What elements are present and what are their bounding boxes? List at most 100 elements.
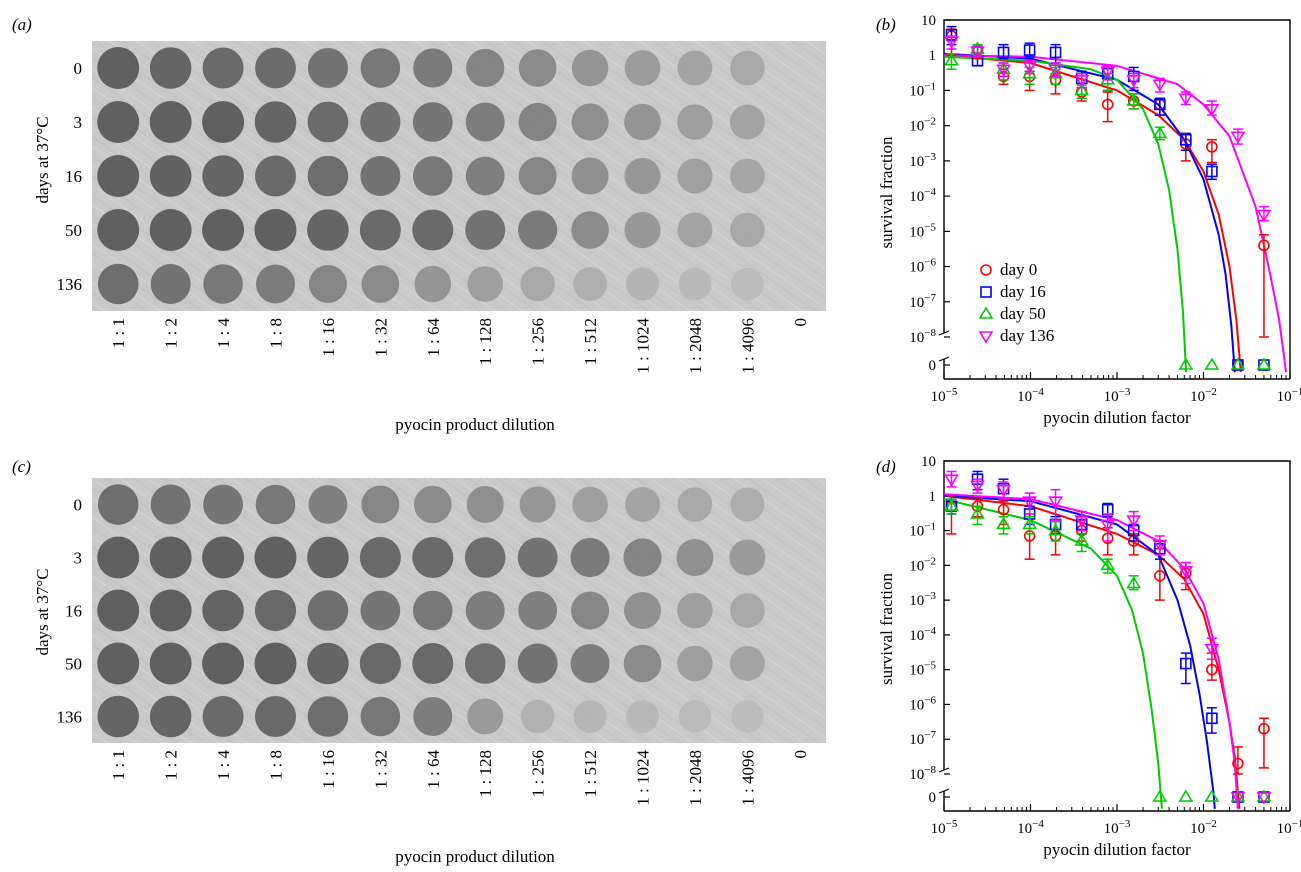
x-tick-label-exponent: −4	[1032, 386, 1044, 398]
inhibition-spot	[97, 155, 140, 197]
panel-a-spot-grid	[97, 47, 765, 305]
inhibition-spot	[307, 696, 349, 737]
y-tick-label-base: 10	[909, 524, 924, 540]
dilution-column-label: 1 : 4096	[738, 750, 757, 806]
data-point-triangle-down	[996, 484, 1011, 498]
inhibition-spot	[412, 590, 453, 631]
inhibition-spot	[149, 47, 192, 89]
inhibition-spot	[150, 264, 191, 304]
fit-curve-day-50	[943, 498, 1163, 809]
inhibition-spot	[97, 263, 139, 305]
inhibition-spot	[520, 699, 555, 734]
inhibition-spot	[573, 700, 607, 733]
inhibition-spot	[624, 592, 661, 629]
x-tick-label-base: 10	[1277, 389, 1292, 405]
inhibition-spot	[202, 536, 245, 579]
fit-curve-day-136	[943, 54, 1287, 373]
inhibition-spot	[97, 589, 140, 632]
inhibition-spot	[465, 102, 505, 142]
inhibition-spot	[412, 102, 453, 142]
legend-entry: day 136	[1000, 326, 1054, 345]
inhibition-spot	[518, 49, 557, 87]
y-axis-title: survival fraction	[877, 136, 896, 248]
dilution-column-label: 1 : 2048	[686, 318, 705, 374]
x-tick-label-base: 10	[1017, 389, 1032, 405]
inhibition-spot	[623, 644, 662, 683]
data-point-square	[1180, 657, 1192, 670]
y-tick-label: 10−4	[909, 625, 936, 644]
data-point-circle	[1206, 663, 1218, 676]
y-tick-label-exponent: −7	[924, 729, 936, 741]
inhibition-spot	[678, 267, 712, 301]
data-point-circle	[1206, 141, 1218, 153]
inhibition-spot	[202, 101, 245, 143]
inhibition-spot	[730, 593, 765, 628]
data-point-triangle-down	[1126, 515, 1142, 528]
data-point-triangle-up	[1204, 357, 1220, 370]
x-tick-label-exponent: −1	[1292, 818, 1301, 830]
inhibition-spot	[571, 103, 609, 141]
panel-d: (d) 10110−110−210−310−410−510−610−710−80…	[876, 454, 1301, 859]
data-point-triangle-up	[1126, 93, 1142, 106]
inhibition-spot	[413, 485, 452, 524]
inhibition-spot	[254, 589, 297, 632]
y-tick-label: 10−1	[909, 521, 936, 540]
data-point-triangle-down	[1230, 792, 1246, 805]
x-axis-title: pyocin dilution factor	[1043, 840, 1191, 859]
data-point-triangle-down	[1022, 61, 1038, 74]
inhibition-spot	[518, 210, 558, 250]
inhibition-spot	[413, 697, 453, 736]
inhibition-spot	[97, 47, 140, 89]
x-tick-label: 10−5	[931, 386, 958, 405]
y-tick-label-base: 10	[909, 558, 924, 574]
data-point-square	[1180, 133, 1192, 146]
data-point-circle	[1101, 98, 1114, 111]
y-tick-label-exponent: −7	[924, 292, 936, 304]
dilution-column-label: 1 : 1	[109, 750, 128, 780]
x-axis-title: pyocin dilution factor	[1043, 408, 1191, 427]
inhibition-spot	[729, 158, 765, 194]
y-tick-label-base: 10	[909, 593, 924, 609]
inhibition-spot	[571, 49, 609, 87]
inhibition-spot	[572, 486, 608, 523]
data-point-triangle-up	[978, 306, 994, 319]
data-point-triangle-down	[1178, 565, 1194, 579]
x-tick-label-base: 10	[931, 821, 946, 837]
x-tick-label: 10−3	[1104, 386, 1131, 405]
inhibition-spot	[254, 101, 297, 143]
data-point-triangle-down	[978, 331, 994, 344]
dilution-column-label: 1 : 32	[371, 318, 390, 357]
inhibition-spot	[149, 155, 192, 197]
dilution-column-label: 1 : 4096	[738, 318, 757, 374]
inhibition-spot	[518, 157, 557, 195]
inhibition-spot	[361, 485, 400, 524]
inhibition-spot	[361, 265, 400, 303]
data-point-triangle-down	[1204, 643, 1220, 657]
inhibition-spot	[570, 537, 610, 578]
x-tick-label: 10−2	[1190, 818, 1217, 837]
data-point-square	[1049, 46, 1062, 59]
inhibition-spot	[202, 642, 245, 685]
inhibition-spot	[677, 592, 713, 629]
axis-break-mark	[938, 767, 950, 773]
y-tick-label-exponent: −6	[924, 694, 936, 706]
y-tick-label-exponent: −3	[924, 590, 936, 602]
y-tick-label: 1	[929, 48, 937, 64]
x-tick-label-base: 10	[1017, 821, 1032, 837]
fit-curve-day-0	[943, 54, 1242, 373]
fit-curve-day-16	[943, 52, 1236, 373]
data-point-triangle-down	[970, 46, 985, 59]
inhibition-spot	[307, 209, 349, 251]
inhibition-spot	[149, 642, 192, 685]
data-point-triangle-down	[1256, 209, 1272, 223]
panel-a-column-labels: 1 : 1 1 : 2 1 : 4 1 : 8 1 : 16 1 : 32 1 : 64 1 …	[109, 318, 810, 374]
y-tick-label-base: 10	[909, 260, 924, 276]
y-tick-label: 1	[929, 489, 937, 505]
dilution-column-label: 1 : 8	[267, 318, 286, 348]
inhibition-spot	[465, 156, 505, 196]
y-axis-title: survival fraction	[877, 573, 896, 685]
inhibition-spot	[255, 155, 296, 197]
inhibition-spot	[360, 101, 401, 143]
inhibition-spot	[573, 267, 607, 301]
